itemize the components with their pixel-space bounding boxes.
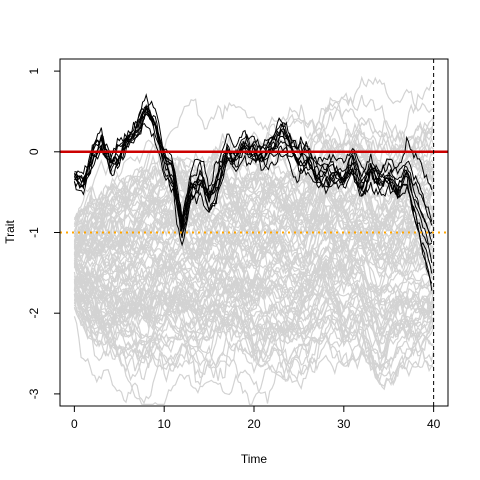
grey-series-line [73,225,434,298]
grey-series-line [73,220,435,311]
black-series-line [74,100,433,225]
grey-series-line [73,159,435,249]
black-simulation-series [73,93,433,291]
x-tick-label: 40 [427,417,441,431]
x-tick-label: 10 [158,417,172,431]
black-series-line [73,113,433,247]
grey-series-line [73,118,435,225]
grey-series-line [74,161,435,287]
grey-series-line [73,169,435,251]
grey-series-line [73,201,435,266]
grey-series-line [73,265,435,337]
y-tick-label: -3 [27,388,41,399]
grey-series-line [74,246,435,310]
grey-series-line [73,75,434,233]
black-series-line [73,105,433,232]
reference-lines [60,59,448,406]
grey-series-line [73,254,435,331]
y-tick-label: 0 [27,148,41,155]
y-tick-label: -2 [27,308,41,319]
grey-series-line [73,243,435,319]
y-tick-label: 1 [27,67,41,74]
y-axis-label: Trait [3,220,17,244]
grey-series-line [73,222,434,303]
grey-series-line [73,185,435,272]
y-tick-label: -1 [27,227,41,238]
grey-simulation-series [73,75,435,405]
grey-series-line [73,158,435,232]
grey-series-line [74,182,434,255]
grey-series-line [73,204,435,274]
x-tick-label: 0 [71,417,78,431]
grey-series-line [74,118,434,242]
grey-series-line [74,104,435,232]
x-axis-label: Time [241,452,268,466]
grey-series-line [74,279,435,380]
grey-series-line [73,247,435,318]
grey-series-line [73,188,435,273]
grey-series-line [73,273,434,336]
x-tick-label: 20 [247,417,261,431]
x-tick-label: 30 [337,417,351,431]
grey-series-line [73,92,434,221]
